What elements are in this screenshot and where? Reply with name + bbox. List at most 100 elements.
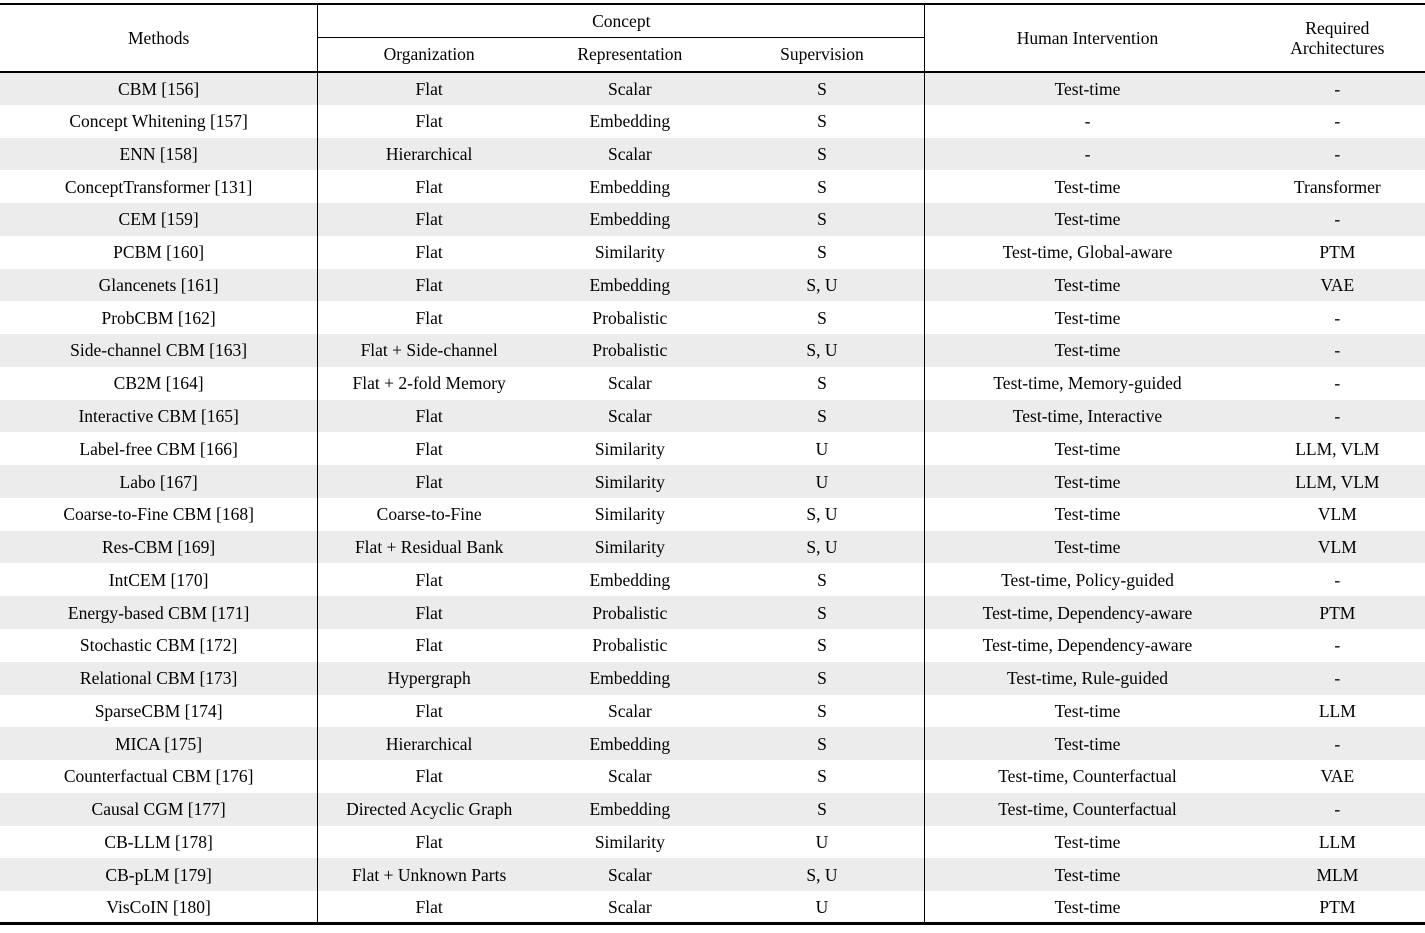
organization-cell: Flat: [415, 896, 443, 917]
representation-cell: Embedding: [589, 668, 671, 689]
method-cell: Relational CBM [173]: [0, 661, 319, 695]
table-row: VisCoIN [180] Flat Scalar U Test-time PTM: [0, 891, 1425, 924]
table-row: CB-LLM [178] Flat Similarity U Test-time LLM: [0, 825, 1425, 859]
table-row: PCBM [160] Flat Similarity S Test-time, Glob…: [0, 235, 1425, 269]
required-architectures-cell: -: [1334, 143, 1341, 164]
table-row: Side-channel CBM [163] Flat + Side-channe…: [0, 334, 1425, 367]
representation-cell: Similarity: [594, 242, 665, 263]
human-intervention-cell: Test-time: [1054, 537, 1121, 558]
method-cell: ConceptTransformer [131]: [0, 170, 319, 204]
human-intervention-cell: Test-time, Dependency-aware: [982, 602, 1193, 623]
organization-cell: Flat: [415, 602, 443, 623]
representation-cell: Probalistic: [592, 307, 668, 328]
table-row: SparseCBM [174] Flat Scalar S Test-time LLM: [0, 694, 1425, 728]
organization-cell: Flat: [415, 242, 443, 263]
representation-cell: Similarity: [594, 537, 665, 558]
organization-cell: Flat: [415, 471, 443, 492]
table-row: Concept Whitening [157] Flat Embedding S - -: [0, 104, 1425, 138]
human-intervention-cell: Test-time: [1054, 864, 1121, 885]
organization-cell: Flat + Side-channel: [360, 340, 498, 361]
method-cell: Counterfactual CBM [176]: [0, 760, 319, 793]
supervision-cell: S: [719, 661, 926, 695]
organization-cell: Flat: [415, 176, 443, 197]
method-cell: Energy-based CBM [171]: [0, 596, 319, 630]
representation-cell: Scalar: [607, 896, 652, 917]
representation-cell: Similarity: [594, 504, 665, 525]
method-cell: Labo [167]: [0, 465, 319, 498]
organization-cell: Flat: [415, 635, 443, 656]
representation-cell: Scalar: [607, 700, 652, 721]
required-architectures-cell: VAE: [1320, 274, 1355, 295]
method-cell: Concept Whitening [157]: [0, 104, 319, 138]
human-intervention-cell: Test-time, Interactive: [1012, 405, 1163, 426]
representation-cell: Similarity: [594, 831, 665, 852]
supervision-cell: S, U: [719, 858, 926, 892]
required-architectures-cell: -: [1334, 209, 1341, 230]
human-intervention-cell: Test-time, Counterfactual: [998, 799, 1177, 820]
required-architectures-cell: -: [1334, 111, 1341, 132]
required-architectures-cell: LLM: [1318, 831, 1356, 852]
supervision-cell: S: [719, 301, 926, 335]
methods-comparison-table-wrap: Methods Concept Human Intervention Requi…: [0, 3, 1425, 926]
table-row: ENN [158] Hierarchical Scalar S - -: [0, 137, 1425, 171]
organization-cell: Flat: [415, 569, 443, 590]
human-intervention-cell: -: [1084, 143, 1091, 164]
supervision-cell: S: [719, 399, 926, 433]
organization-cell: Flat: [415, 111, 443, 132]
supervision-cell: S, U: [719, 497, 926, 531]
required-architectures-cell: -: [1334, 569, 1341, 590]
representation-cell: Scalar: [607, 766, 652, 787]
method-cell: PCBM [160]: [0, 235, 319, 269]
supervision-cell: S: [719, 235, 926, 269]
method-cell: Causal CGM [177]: [0, 792, 319, 826]
representation-cell: Embedding: [589, 733, 671, 754]
method-cell: CB-LLM [178]: [0, 825, 319, 859]
method-cell: CB2M [164]: [0, 366, 319, 400]
representation-cell: Scalar: [607, 78, 652, 99]
representation-cell: Scalar: [607, 864, 652, 885]
human-intervention-cell: Test-time, Policy-guided: [1001, 569, 1174, 590]
required-architectures-cell: PTM: [1319, 896, 1356, 917]
representation-cell: Embedding: [589, 569, 671, 590]
method-cell: CB-pLM [179]: [0, 858, 319, 892]
supervision-cell: U: [719, 432, 926, 466]
supervision-cell: S: [719, 694, 926, 728]
required-architectures-cell: -: [1334, 78, 1341, 99]
organization-cell: Flat: [415, 307, 443, 328]
column-group-header-concept: Concept: [317, 4, 926, 38]
method-cell: ENN [158]: [0, 137, 319, 171]
table-row: ConceptTransformer [131] Flat Embedding S Te…: [0, 170, 1425, 204]
method-cell: Label-free CBM [166]: [0, 432, 319, 466]
human-intervention-cell: Test-time, Dependency-aware: [982, 635, 1193, 656]
required-architectures-cell: Transformer: [1293, 176, 1381, 197]
supervision-cell: S: [719, 170, 926, 204]
table-row: Stochastic CBM [172] Flat Probalistic S Test…: [0, 629, 1425, 662]
organization-cell: Flat: [415, 766, 443, 787]
table-row: ProbCBM [162] Flat Probalistic S Test-time -: [0, 301, 1425, 335]
representation-cell: Similarity: [594, 438, 665, 459]
human-intervention-cell: -: [1084, 111, 1091, 132]
representation-cell: Probalistic: [592, 340, 668, 361]
organization-cell: Flat: [415, 405, 443, 426]
supervision-cell: S, U: [719, 530, 926, 564]
human-intervention-cell: Test-time: [1054, 438, 1121, 459]
method-cell: SparseCBM [174]: [0, 694, 319, 728]
supervision-cell: S: [719, 760, 926, 793]
method-cell: VisCoIN [180]: [0, 891, 319, 924]
human-intervention-cell: Test-time: [1054, 700, 1121, 721]
column-header-organization: Organization: [383, 44, 475, 65]
human-intervention-cell: Test-time: [1054, 340, 1121, 361]
table-row: IntCEM [170] Flat Embedding S Test-time, Pol…: [0, 563, 1425, 597]
header-row-top: Methods Concept Human Intervention Requi…: [0, 4, 1425, 72]
organization-cell: Flat + Unknown Parts: [352, 864, 507, 885]
method-cell: Stochastic CBM [172]: [0, 629, 319, 662]
human-intervention-cell: Test-time: [1054, 209, 1121, 230]
table-header: Methods Concept Human Intervention Requi…: [0, 4, 1425, 72]
supervision-cell: U: [719, 891, 926, 924]
method-cell: Side-channel CBM [163]: [0, 334, 319, 367]
human-intervention-cell: Test-time: [1054, 78, 1121, 99]
method-cell: MICA [175]: [0, 727, 319, 761]
representation-cell: Embedding: [589, 274, 671, 295]
supervision-cell: U: [719, 825, 926, 859]
table-row: Energy-based CBM [171] Flat Probalistic S Te…: [0, 596, 1425, 630]
